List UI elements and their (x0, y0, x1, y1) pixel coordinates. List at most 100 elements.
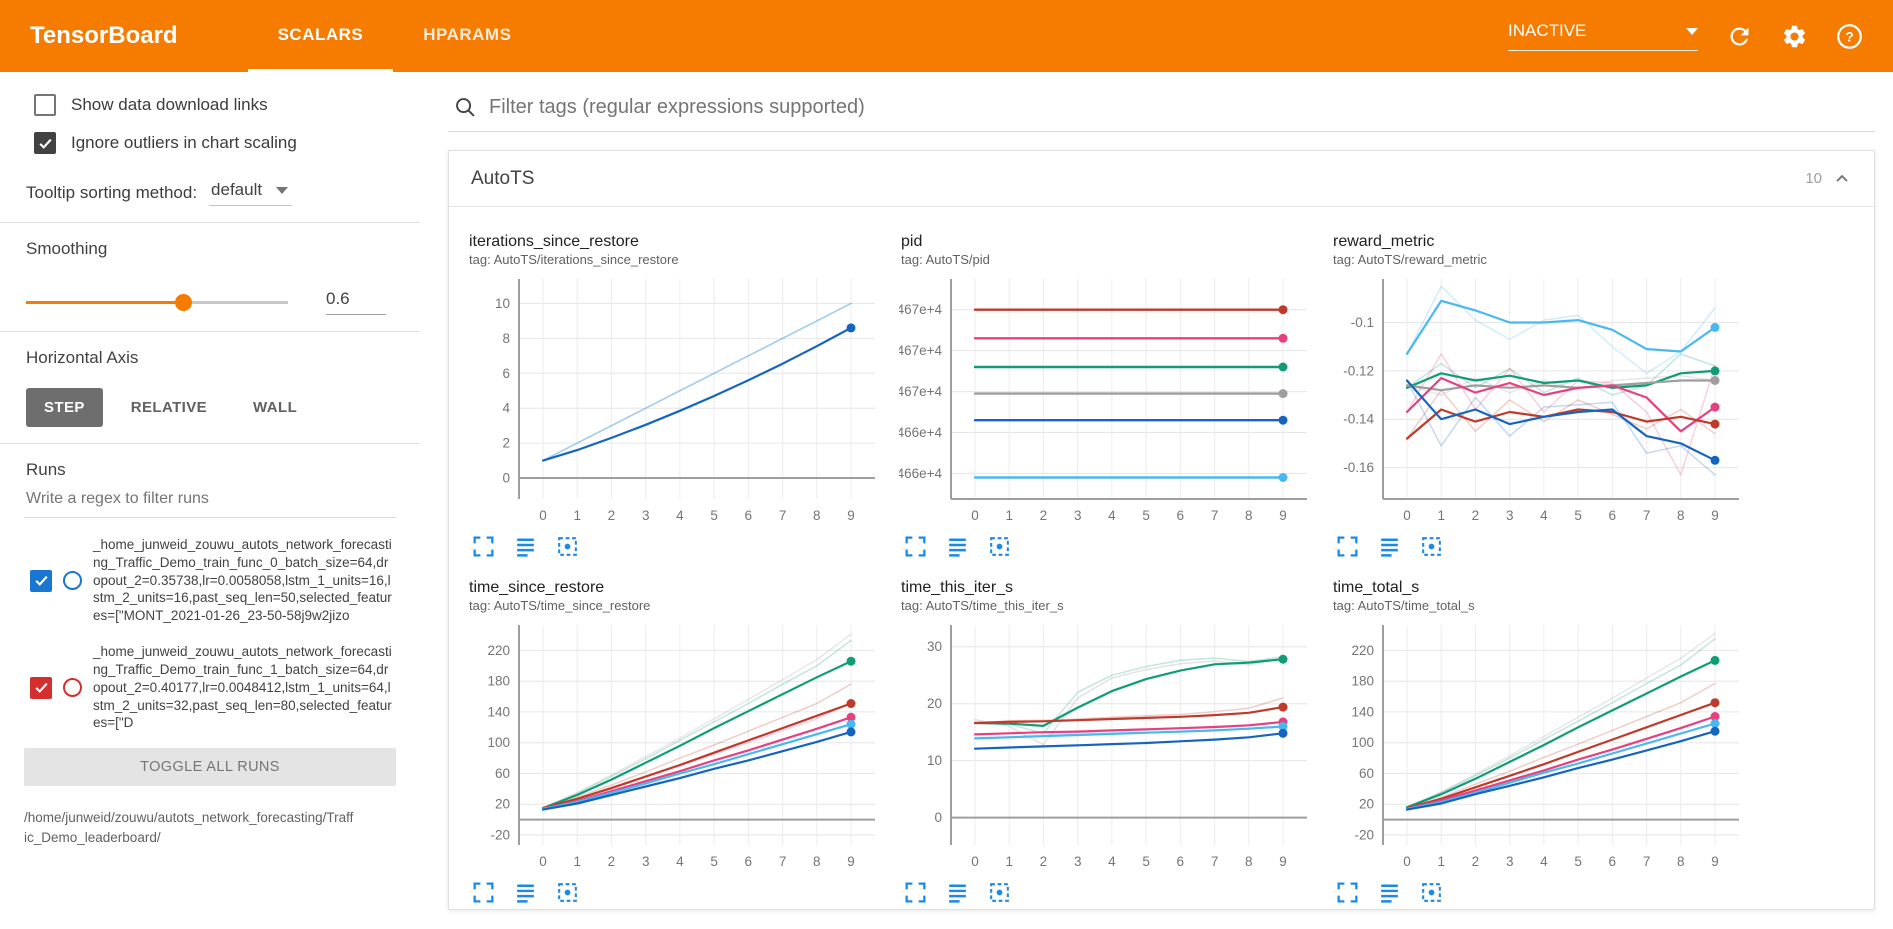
axis-relative-button[interactable]: RELATIVE (113, 388, 225, 427)
smoothing-value[interactable]: 0.6 (326, 289, 386, 315)
fit-domain-icon[interactable] (555, 534, 580, 559)
svg-text:-0.1: -0.1 (1351, 315, 1374, 330)
chart-plot[interactable]: 0 1 2 3 4 5 6 7 8 9 -0.1 -0.12 -0.14 -0.16 (1331, 271, 1751, 529)
svg-text:8: 8 (813, 508, 821, 523)
fit-domain-icon[interactable] (987, 534, 1012, 559)
svg-text:5: 5 (710, 854, 718, 869)
chart-plot[interactable]: 0 1 2 3 4 5 6 7 8 9 220 180 140 100 60 20 -20 (467, 617, 887, 875)
app-title: TensorBoard (30, 22, 178, 49)
smoothing-slider[interactable] (26, 293, 288, 311)
header-actions: INACTIVE ? (1508, 0, 1863, 72)
expand-chart-icon[interactable] (903, 534, 928, 559)
refresh-icon[interactable] (1726, 23, 1753, 50)
svg-text:180: 180 (1351, 674, 1374, 689)
chart-title: time_total_s (1333, 579, 1420, 596)
svg-text:100: 100 (487, 735, 510, 750)
svg-text:4: 4 (502, 401, 510, 416)
svg-text:2: 2 (608, 854, 616, 869)
slider-thumb[interactable] (175, 294, 193, 311)
tab-scalars[interactable]: SCALARS (247, 0, 394, 72)
svg-text:220: 220 (1351, 643, 1374, 658)
runs-filter-input[interactable] (24, 480, 396, 518)
tag-filter-input[interactable] (489, 96, 1869, 119)
svg-text:2: 2 (1472, 854, 1480, 869)
run-item[interactable]: _home_junweid_zouwu_autots_network_forec… (30, 643, 396, 732)
status-dropdown[interactable]: INACTIVE (1508, 21, 1698, 51)
svg-text:4: 4 (676, 508, 684, 523)
toggle-all-runs-button[interactable]: TOGGLE ALL RUNS (24, 748, 396, 787)
tag-filter-bar (448, 92, 1875, 132)
chevron-down-icon (1686, 27, 1698, 35)
chart-plot[interactable]: 0 1 2 3 4 5 6 7 8 9 220 180 140 100 60 20 -20 (1331, 617, 1751, 875)
checkbox-unchecked-icon[interactable] (34, 94, 56, 116)
axis-wall-button[interactable]: WALL (235, 388, 315, 427)
svg-text:0: 0 (539, 854, 547, 869)
chart-title: time_this_iter_s (901, 579, 1014, 596)
run-radio[interactable] (63, 678, 82, 698)
svg-text:5: 5 (1574, 508, 1582, 523)
svg-text:7: 7 (1643, 508, 1651, 523)
autots-card-header[interactable]: AutoTS 10 (449, 151, 1874, 207)
chevron-down-icon (276, 186, 289, 194)
checkbox-checked-icon[interactable] (34, 132, 56, 154)
data-series-icon[interactable] (513, 880, 538, 905)
autots-card: AutoTS 10 iterations_since_restore tag: A… (448, 150, 1875, 910)
svg-text:220: 220 (487, 643, 510, 658)
chart-plot[interactable]: 0 1 2 3 4 5 6 7 8 9 30 20 10 0 (899, 617, 1319, 875)
svg-text:4: 4 (676, 854, 684, 869)
fit-domain-icon[interactable] (1419, 880, 1444, 905)
expand-chart-icon[interactable] (471, 534, 496, 559)
svg-text:140: 140 (1351, 704, 1374, 719)
expand-chart-icon[interactable] (1335, 880, 1360, 905)
data-series-icon[interactable] (513, 534, 538, 559)
fit-domain-icon[interactable] (987, 880, 1012, 905)
expand-chart-icon[interactable] (471, 880, 496, 905)
chart-plot[interactable]: 0 1 2 3 4 5 6 7 8 9 10 8 6 4 2 0 (467, 271, 887, 529)
svg-text:5: 5 (1142, 508, 1150, 523)
expand-chart-icon[interactable] (903, 880, 928, 905)
fit-domain-icon[interactable] (1419, 534, 1444, 559)
help-icon[interactable]: ? (1836, 23, 1863, 50)
horizontal-axis-label: Horizontal Axis (26, 348, 139, 367)
svg-text:-0.14: -0.14 (1343, 412, 1374, 427)
data-series-icon[interactable] (1377, 880, 1402, 905)
chart-card: reward_metric tag: AutoTS/reward_metric 0 1… (1331, 225, 1763, 563)
svg-text:7: 7 (779, 854, 787, 869)
fit-domain-icon[interactable] (555, 880, 580, 905)
data-series-icon[interactable] (945, 534, 970, 559)
chart-title: iterations_since_restore (469, 233, 639, 250)
main-content: AutoTS 10 iterations_since_restore tag: A… (420, 72, 1893, 929)
svg-text:0: 0 (1403, 508, 1411, 523)
svg-text:6: 6 (502, 366, 510, 381)
svg-text:2: 2 (1472, 508, 1480, 523)
data-series-icon[interactable] (945, 880, 970, 905)
svg-text:6: 6 (1177, 854, 1185, 869)
tooltip-sorting-dropdown[interactable]: default (209, 180, 293, 206)
settings-icon[interactable] (1781, 23, 1808, 50)
svg-text:10: 10 (495, 296, 510, 311)
chart-tag: tag: AutoTS/reward_metric (1333, 252, 1487, 267)
ignore-outliers-row[interactable]: Ignore outliers in chart scaling (34, 132, 396, 154)
run-checkbox[interactable] (30, 676, 52, 699)
svg-text:3: 3 (1506, 854, 1514, 869)
data-series-icon[interactable] (1377, 534, 1402, 559)
svg-text:6: 6 (745, 508, 753, 523)
collapse-section-icon[interactable] (1832, 169, 1852, 189)
svg-text:60: 60 (495, 766, 510, 781)
tab-hparams[interactable]: HPARAMS (423, 24, 512, 44)
svg-text:1: 1 (1005, 854, 1013, 869)
run-checkbox[interactable] (30, 569, 52, 592)
expand-chart-icon[interactable] (1335, 534, 1360, 559)
run-radio[interactable] (63, 571, 82, 591)
axis-step-button[interactable]: STEP (26, 388, 103, 427)
run-item[interactable]: _home_junweid_zouwu_autots_network_forec… (30, 536, 396, 625)
svg-text:3: 3 (642, 508, 650, 523)
svg-text:0: 0 (971, 508, 979, 523)
svg-text:20: 20 (495, 797, 510, 812)
chart-tag: tag: AutoTS/time_since_restore (469, 598, 651, 613)
svg-text:140: 140 (487, 704, 510, 719)
show-download-links-row[interactable]: Show data download links (34, 94, 396, 116)
